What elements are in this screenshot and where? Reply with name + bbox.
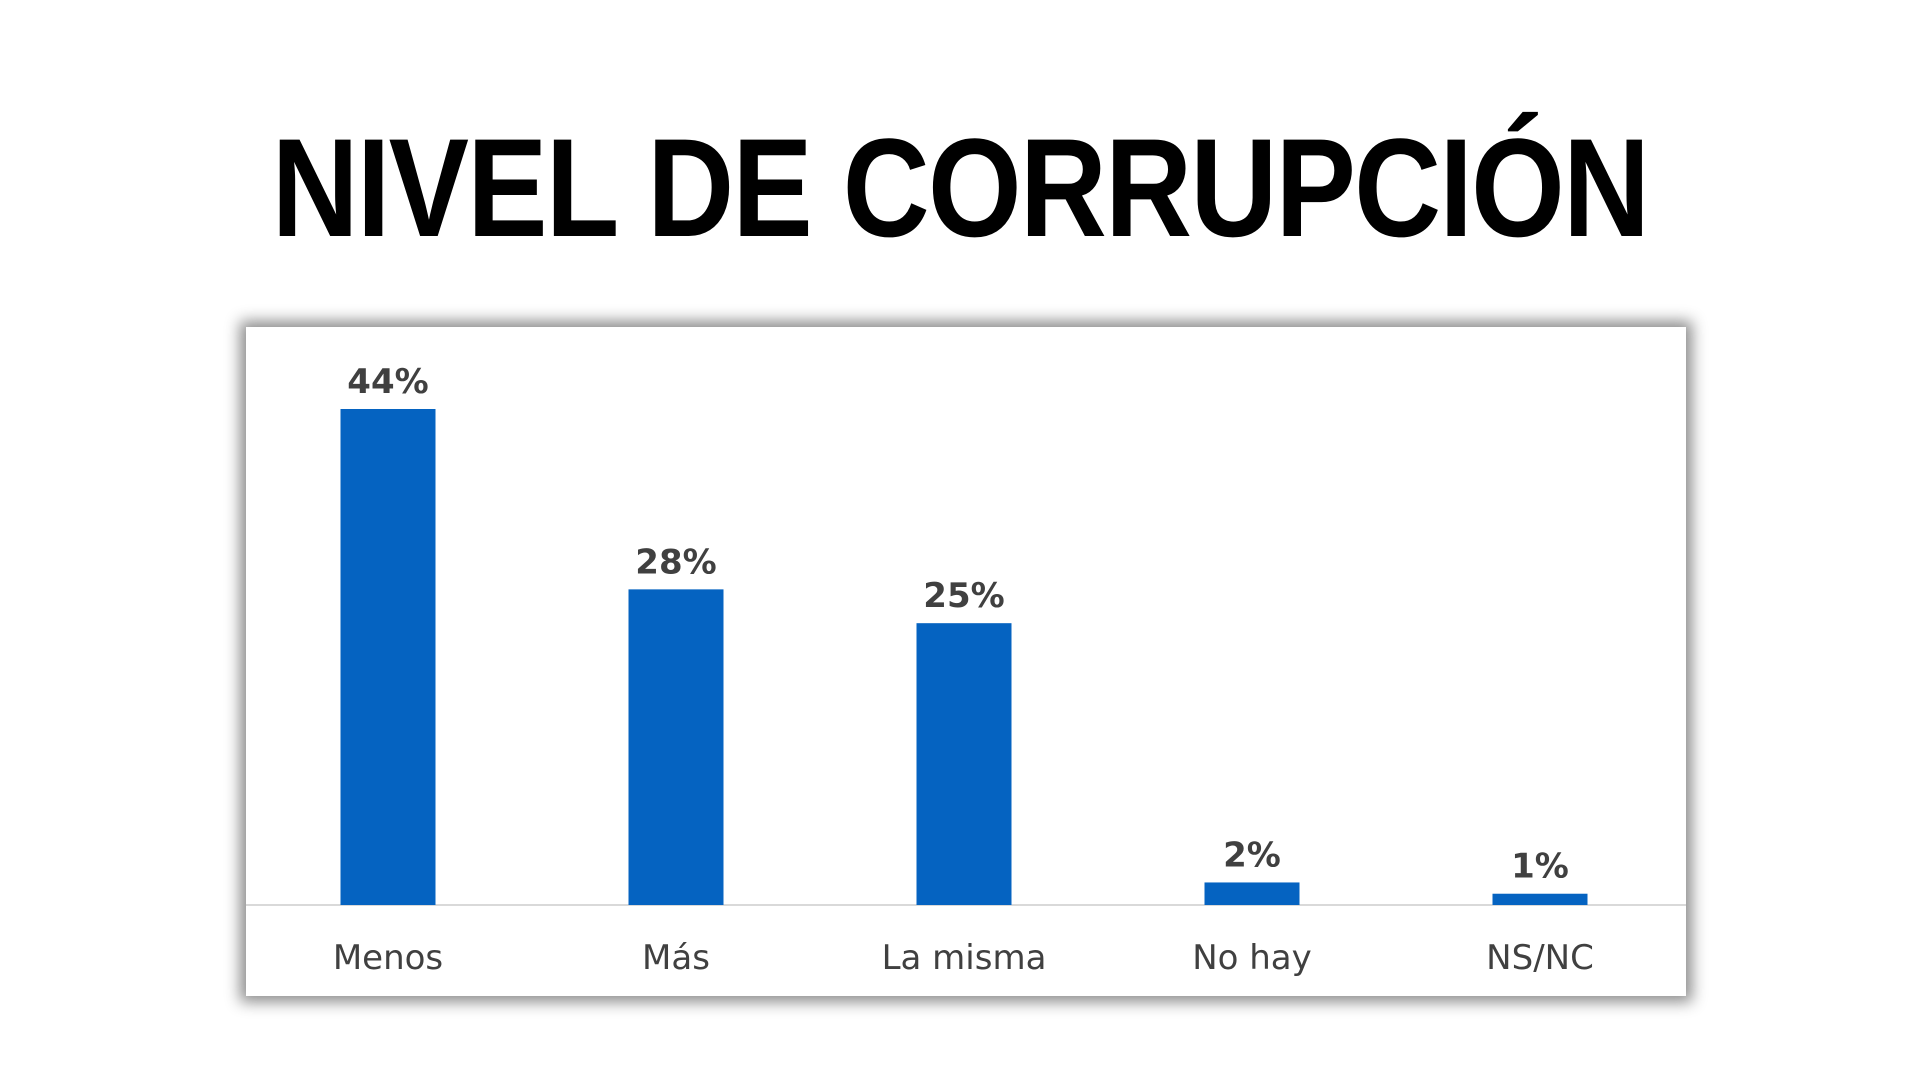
chart-panel: 44% 28% 25% 2% 1% Menos Más La misma No hay NS/N…	[246, 327, 1686, 996]
bar-más	[628, 589, 724, 905]
data-label: 25%	[923, 576, 1004, 616]
category-label: Más	[642, 938, 710, 978]
category-label: Menos	[333, 938, 443, 978]
category-label: La misma	[882, 938, 1047, 978]
bar-ns-nc	[1492, 893, 1588, 905]
category-labels-group: Menos Más La misma No hay NS/NC	[333, 938, 1594, 978]
data-label: 1%	[1511, 847, 1569, 887]
bar-menos	[340, 409, 436, 905]
bar-chart: 44% 28% 25% 2% 1% Menos Más La misma No hay NS/N…	[246, 362, 1686, 978]
bars-group	[340, 409, 1588, 905]
bar-la-misma	[916, 623, 1012, 905]
page-title: NIVEL DE CORRUPCIÓN	[271, 109, 1650, 266]
data-label: 44%	[347, 362, 428, 402]
data-labels-group: 44% 28% 25% 2% 1%	[347, 362, 1569, 887]
category-label: No hay	[1192, 938, 1312, 978]
bar-no-hay	[1204, 882, 1300, 905]
data-label: 2%	[1223, 835, 1281, 875]
data-label: 28%	[635, 542, 716, 582]
category-label: NS/NC	[1486, 938, 1594, 978]
